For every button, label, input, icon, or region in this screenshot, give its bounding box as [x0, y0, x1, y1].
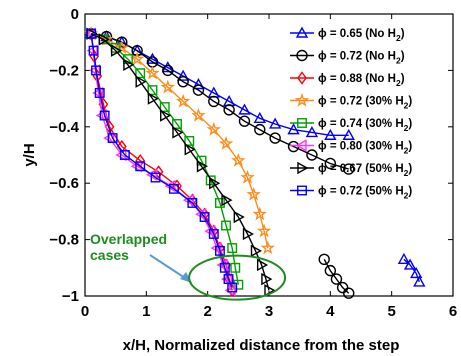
legend-label: ϕ = 0.67 (50% H2) — [318, 163, 412, 178]
x-tick-label: 2 — [203, 303, 211, 320]
y-axis-title: y/H — [21, 143, 38, 166]
legend-label: ϕ = 0.80 (30% H2) — [318, 141, 412, 156]
x-tick-label: 6 — [449, 303, 457, 320]
legend-label: ϕ = 0.72 (50% H2) — [318, 186, 412, 201]
y-tick-label: −0.8 — [49, 232, 79, 249]
legend-entry: ϕ = 0.72 (30% H2) — [290, 95, 412, 111]
data-point-triangle-up — [399, 254, 409, 263]
x-tick-label: 5 — [387, 303, 395, 320]
legend-entry: ϕ = 0.88 (No H2) — [290, 73, 405, 89]
legend-entry: ϕ = 0.67 (50% H2) — [290, 163, 412, 178]
x-tick-label: 1 — [142, 303, 150, 320]
x-tick-label: 0 — [81, 303, 89, 320]
legend-entry: ϕ = 0.72 (50% H2) — [290, 186, 412, 201]
annotation-text: cases — [90, 247, 129, 263]
annotation-text: Overlapped — [90, 231, 167, 247]
legend-entry: ϕ = 0.65 (No H2) — [290, 28, 405, 43]
y-tick-label: −0.6 — [49, 175, 79, 192]
legend-entry: ϕ = 0.74 (30% H2) — [290, 118, 412, 133]
legend-label: ϕ = 0.65 (No H2) — [318, 28, 405, 43]
series-line-tail — [324, 259, 349, 293]
annotation-arrow — [150, 255, 185, 278]
data-point-circle — [344, 288, 354, 298]
x-axis-title: x/H, Normalized distance from the step — [123, 337, 400, 354]
x-tick-label: 4 — [326, 303, 335, 320]
legend: ϕ = 0.65 (No H2) ϕ = 0.72 (No H2) ϕ = 0.88… — [290, 28, 412, 201]
y-tick-label: 0 — [71, 6, 79, 23]
y-tick-label: −0.4 — [49, 119, 79, 136]
legend-label: ϕ = 0.72 (No H2) — [318, 51, 405, 66]
series-line — [91, 34, 349, 136]
y-tick-label: −1 — [62, 288, 79, 305]
legend-label: ϕ = 0.88 (No H2) — [318, 73, 405, 88]
x-tick-label: 3 — [265, 303, 273, 320]
legend-label: ϕ = 0.72 (30% H2) — [318, 96, 412, 111]
legend-entry: ϕ = 0.72 (No H2) — [290, 51, 405, 66]
y-tick-label: −0.2 — [49, 62, 79, 79]
legend-label: ϕ = 0.74 (30% H2) — [318, 118, 412, 133]
